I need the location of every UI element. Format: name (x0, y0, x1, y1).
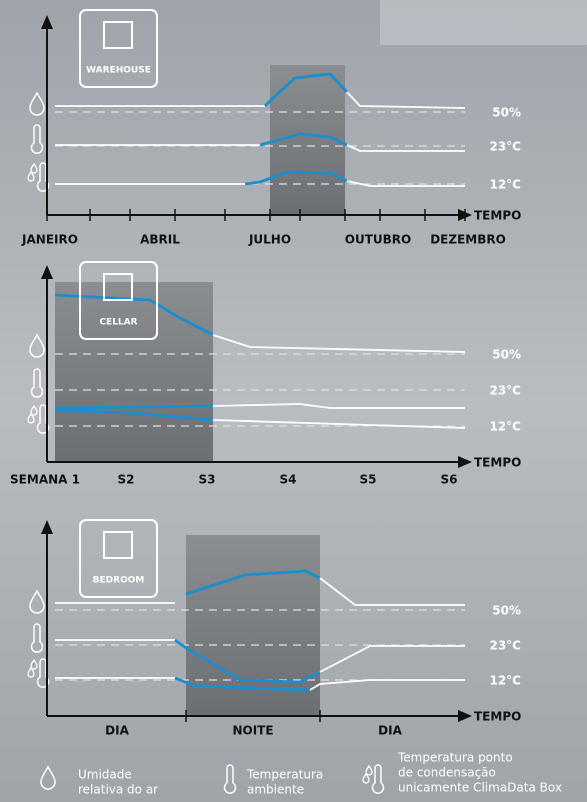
legend-text: relativa do ar (78, 783, 158, 797)
icon-box (79, 9, 158, 88)
trend-line (264, 72, 349, 107)
icon-glyph (103, 21, 133, 49)
trend-line (54, 293, 214, 337)
trend-line (319, 577, 465, 606)
night-shade (55, 282, 213, 462)
icon-label: WAREHOUSE (86, 66, 151, 76)
axis-label: TEMPO (474, 710, 521, 724)
icon-label: CELLAR (99, 318, 137, 328)
trend-line (259, 132, 348, 147)
level-label: 50% (492, 106, 521, 120)
x-label: S2 (118, 473, 135, 487)
axis-label: TEMPO (474, 209, 521, 223)
trend-line (346, 91, 466, 109)
trend-line (174, 676, 311, 692)
level-label: 23°C (489, 639, 521, 653)
trend-line (54, 404, 214, 410)
trend-line (319, 645, 465, 673)
x-label: OUTUBRO (345, 233, 411, 247)
trend-line (185, 569, 321, 596)
y-arrow (41, 265, 53, 279)
icon-label: BEDROOM (93, 576, 145, 586)
trend-line (54, 408, 214, 422)
x-label: DIA (105, 724, 129, 738)
legend-text: Umidade (78, 768, 132, 782)
trend-line (346, 144, 465, 152)
y-arrow (41, 520, 53, 534)
legend-text: unicamente ClimaData Box (398, 781, 562, 795)
x-label: S5 (360, 473, 377, 487)
icon-glyph (103, 531, 133, 559)
x-label: ABRIL (140, 233, 180, 247)
level-label: 50% (492, 348, 521, 362)
x-label: S3 (199, 473, 216, 487)
y-arrow (41, 15, 53, 29)
legend-text: de condensação (398, 766, 496, 780)
x-label: S6 (441, 473, 458, 487)
level-label: 12°C (489, 674, 521, 688)
trend-line (346, 180, 465, 187)
trend-line (212, 403, 465, 409)
level-label: 12°C (489, 178, 521, 192)
x-label: NOITE (232, 724, 273, 738)
trend-line (212, 419, 466, 429)
level-label: 12°C (489, 420, 521, 434)
trend-line (244, 170, 348, 186)
icon-glyph (103, 273, 133, 301)
x-arrow (458, 456, 472, 468)
legend-text: Temperatura (246, 768, 323, 782)
x-label: DEZEMBRO (430, 233, 506, 247)
level-label: 50% (492, 604, 521, 618)
trend-line (174, 638, 321, 684)
icon-box (79, 261, 158, 340)
x-arrow (458, 710, 472, 722)
axis-label: TEMPO (474, 456, 521, 470)
x-label: JANEIRO (21, 233, 78, 247)
trend-line (212, 334, 466, 353)
legend-text: ambiente (247, 783, 304, 797)
level-label: 23°C (489, 140, 521, 154)
x-label: JULHO (248, 233, 291, 247)
x-label: SEMANA 1 (10, 473, 80, 487)
level-label: 23°C (489, 384, 521, 398)
x-label: DIA (378, 724, 402, 738)
icon-box (79, 519, 158, 598)
legend-text: Temperatura ponto (397, 751, 513, 765)
x-label: S4 (280, 473, 297, 487)
trend-line (309, 679, 465, 691)
header-photo (380, 0, 587, 45)
